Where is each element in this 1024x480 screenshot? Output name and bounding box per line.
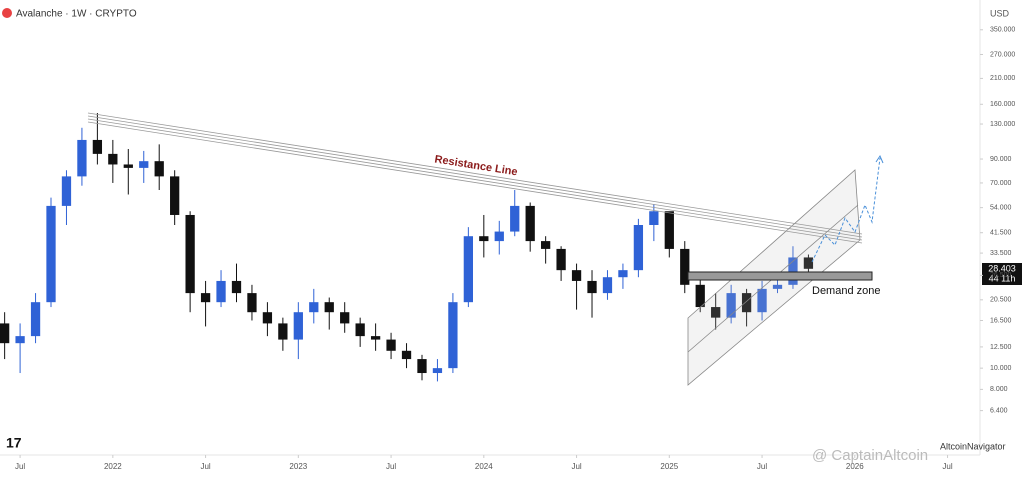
candle-body [602, 277, 613, 294]
price-label-bg [982, 263, 1022, 285]
candle-body [463, 236, 473, 303]
y-tick-label: 270.000 [990, 51, 1015, 58]
platform-logo: 17 [6, 435, 22, 451]
y-tick-label: 6.400 [990, 407, 1008, 414]
candle-body [556, 248, 566, 271]
candle-body [30, 302, 41, 337]
symbol-logo [2, 8, 12, 18]
candle-body [231, 280, 242, 294]
candle-body [262, 312, 273, 324]
candle-body [479, 236, 489, 242]
projection-arrow [875, 154, 884, 164]
candle-body [788, 257, 798, 285]
candle-body [77, 139, 87, 177]
candle-body [803, 257, 814, 269]
candle-body [154, 161, 164, 177]
chart-title: Avalanche · 1W · CRYPTO [16, 9, 137, 20]
candle-body [139, 161, 149, 168]
y-tick-label: 41.500 [990, 230, 1012, 237]
y-tick-label: 54.000 [990, 204, 1012, 211]
y-tick-label: 8.000 [990, 386, 1008, 393]
watermark: @ CaptainAltcoin [812, 447, 928, 464]
currency-label[interactable]: USD [990, 8, 1010, 18]
candle-body [46, 205, 56, 303]
countdown-label: 44 11h [989, 273, 1016, 283]
candle-body [432, 368, 443, 374]
y-tick-label: 16.500 [990, 317, 1012, 324]
candle-body [355, 323, 365, 337]
y-tick-label: 33.500 [990, 250, 1012, 257]
projection-path [811, 157, 881, 263]
candle-body [0, 323, 10, 344]
candle-body [15, 336, 25, 344]
candle-body [633, 224, 644, 271]
author-label: AltcoinNavigator [940, 441, 1006, 451]
candle-body [571, 270, 582, 281]
candle-body [680, 248, 690, 285]
candle-body [123, 164, 133, 168]
candle-body [92, 139, 103, 154]
x-tick-label: 2026 [846, 462, 864, 471]
y-tick-label: 70.000 [990, 180, 1012, 187]
y-tick-label: 12.500 [990, 344, 1012, 351]
x-tick-label: Jul [15, 462, 25, 471]
annotation: Demand zone [812, 285, 881, 297]
x-tick-label: Jul [571, 462, 581, 471]
x-tick-label: Jul [942, 462, 952, 471]
x-tick-label: Jul [386, 462, 396, 471]
x-tick-label: 2025 [660, 462, 678, 471]
y-tick-label: 26.500 [990, 272, 1012, 279]
candle-body [61, 176, 72, 206]
candle-body [587, 280, 597, 294]
y-tick-label: 210.000 [990, 75, 1015, 82]
candle-body [278, 323, 288, 340]
y-tick-label: 90.000 [990, 156, 1012, 163]
candle-body [741, 293, 752, 313]
x-tick-label: Jul [200, 462, 210, 471]
candle-body [664, 211, 674, 249]
candle-body [649, 211, 659, 225]
candle-body [494, 231, 504, 242]
candle-body [726, 293, 736, 318]
candle-body [711, 307, 721, 318]
candle-body [510, 205, 520, 232]
candle-body [618, 270, 628, 278]
candle-body [386, 339, 396, 351]
resistance-line [87, 112, 863, 244]
candle-body [772, 284, 783, 289]
candle-body [309, 302, 319, 313]
candle-body [370, 336, 381, 340]
x-tick-label: Jul [757, 462, 767, 471]
y-tick-label: 20.500 [990, 297, 1012, 304]
y-tick-label: 160.000 [990, 101, 1015, 108]
candle-body [417, 359, 427, 374]
x-tick-label: 2024 [475, 462, 493, 471]
y-tick-label: 130.000 [990, 121, 1015, 128]
y-tick-label: 10.000 [990, 365, 1012, 372]
last-price-label: 28.403 [988, 263, 1016, 273]
candle-body [170, 176, 180, 215]
candle-body [108, 153, 118, 165]
candle-body [695, 284, 705, 308]
candle-body [324, 302, 334, 313]
candle-body [541, 241, 551, 249]
demand-zone [687, 271, 873, 281]
candle-body [185, 214, 195, 294]
x-tick-label: 2022 [104, 462, 122, 471]
candle-body [401, 350, 412, 360]
candle-body [293, 312, 303, 340]
candle-body [757, 288, 767, 313]
x-tick-label: 2023 [289, 462, 307, 471]
candle-body [216, 280, 226, 303]
candle-body [200, 293, 211, 303]
candle-body [340, 312, 350, 324]
candle-body [525, 205, 535, 242]
candle-body [247, 293, 257, 313]
y-tick-label: 350.000 [990, 27, 1015, 34]
candle-body [448, 302, 458, 369]
